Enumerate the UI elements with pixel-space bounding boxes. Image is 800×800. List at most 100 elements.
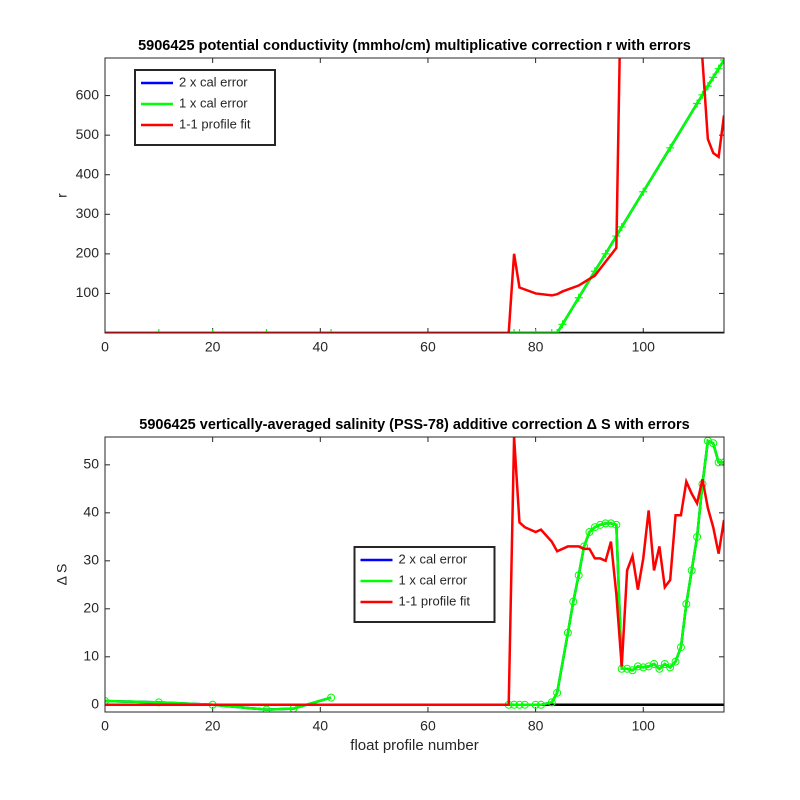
axes-frame xyxy=(104,57,725,334)
marker xyxy=(105,696,109,705)
x-tick-label: 40 xyxy=(313,718,329,734)
marker xyxy=(671,657,680,666)
marker xyxy=(601,519,610,528)
x-axis-label: float profile number xyxy=(350,737,478,754)
marker xyxy=(574,571,583,580)
marker xyxy=(639,663,648,672)
x-tick-label: 60 xyxy=(420,339,436,355)
legend-label: 1 x cal error xyxy=(179,95,248,110)
marker xyxy=(612,520,621,529)
x-tick-label: 0 xyxy=(101,718,109,734)
series-line xyxy=(105,439,724,711)
marker xyxy=(617,222,626,231)
marker xyxy=(553,329,562,333)
marker xyxy=(553,688,562,697)
marker xyxy=(714,64,723,73)
x-tick-label: 80 xyxy=(528,718,544,734)
y-axis-label: Δ S xyxy=(54,564,70,586)
marker xyxy=(590,523,599,532)
marker xyxy=(666,663,675,672)
y-tick-label: 500 xyxy=(76,126,100,142)
marker xyxy=(574,293,583,302)
y-tick-label: 40 xyxy=(83,504,99,520)
marker xyxy=(596,520,605,529)
marker xyxy=(693,532,702,541)
marker xyxy=(606,519,615,528)
y-axis-label: r xyxy=(54,193,70,198)
chart-title: 5906425 potential conductivity (mmho/cm)… xyxy=(138,38,691,54)
x-tick-label: 0 xyxy=(101,339,109,355)
y-tick-label: 300 xyxy=(76,205,100,221)
marker xyxy=(623,664,632,673)
x-tick-label: 80 xyxy=(528,339,544,355)
marker xyxy=(510,329,519,333)
y-tick-label: 100 xyxy=(76,284,100,300)
legend-label: 2 x cal error xyxy=(399,551,468,566)
marker xyxy=(687,566,696,575)
marker xyxy=(601,249,610,258)
marker xyxy=(547,698,556,707)
legend: 2 x cal error 1 x cal error 1-1 profile fi… xyxy=(134,69,276,146)
y-tick-label: 0 xyxy=(91,696,99,712)
marker xyxy=(709,73,718,82)
marker xyxy=(563,628,572,637)
x-tick-label: 100 xyxy=(632,339,656,355)
marker xyxy=(558,320,567,329)
x-tick-label: 40 xyxy=(313,339,329,355)
legend-label: 1-1 profile fit xyxy=(399,593,471,608)
legend-label: 2 x cal error xyxy=(179,74,248,89)
y-tick-label: 30 xyxy=(83,552,99,568)
y-tick-label: 200 xyxy=(76,245,100,261)
chart-title: 5906425 vertically-averaged salinity (PS… xyxy=(139,417,689,433)
marker xyxy=(327,693,336,702)
marker xyxy=(531,700,540,709)
marker xyxy=(693,99,702,108)
marker xyxy=(650,660,659,669)
series-line xyxy=(105,437,724,707)
marker xyxy=(536,700,545,709)
marker xyxy=(709,439,718,448)
marker xyxy=(515,700,524,709)
marker xyxy=(531,329,540,333)
y-tick-label: 20 xyxy=(83,600,99,616)
legend: 2 x cal error 1 x cal error 1-1 profile fi… xyxy=(353,546,496,623)
marker xyxy=(510,700,519,709)
marker xyxy=(515,329,524,333)
marker xyxy=(644,662,653,671)
marker xyxy=(633,662,642,671)
y-tick-label: 10 xyxy=(83,648,99,664)
y-tick-label: 600 xyxy=(76,86,100,102)
marker xyxy=(676,643,685,652)
axes-frame xyxy=(104,436,725,713)
marker xyxy=(720,58,724,64)
x-tick-label: 60 xyxy=(420,718,436,734)
marker xyxy=(714,458,723,467)
marker xyxy=(655,664,664,673)
marker xyxy=(585,528,594,537)
plot-area xyxy=(105,437,724,712)
marker xyxy=(208,329,217,333)
y-tick-label: 400 xyxy=(76,165,100,181)
marker xyxy=(520,700,529,709)
marker xyxy=(628,666,637,675)
marker xyxy=(262,705,271,712)
marker xyxy=(666,143,675,152)
marker xyxy=(639,187,648,196)
plot-area xyxy=(105,58,724,333)
marker xyxy=(262,329,271,333)
legend-label: 1-1 profile fit xyxy=(179,116,251,131)
marker xyxy=(569,597,578,606)
x-tick-label: 20 xyxy=(205,339,221,355)
series-line xyxy=(105,59,724,333)
series-line xyxy=(105,58,724,333)
legend-label: 1 x cal error xyxy=(399,572,468,587)
marker xyxy=(720,458,724,467)
marker xyxy=(682,600,691,609)
x-tick-label: 20 xyxy=(205,718,221,734)
marker xyxy=(154,329,163,333)
marker xyxy=(327,329,336,333)
x-tick-label: 100 xyxy=(632,718,656,734)
marker xyxy=(547,329,556,333)
